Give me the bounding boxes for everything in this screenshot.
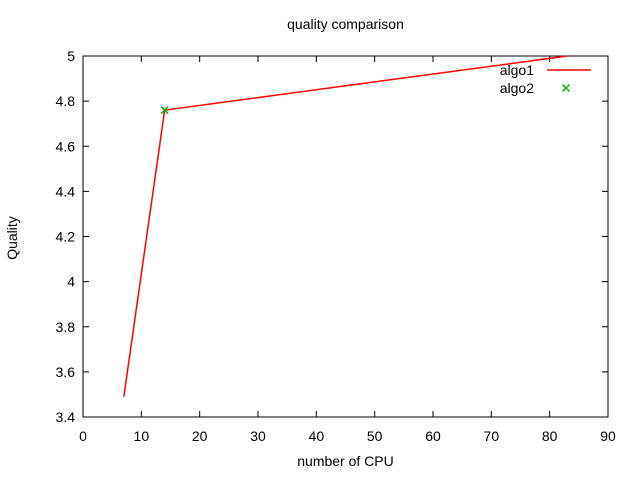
y-tick-label: 3.4 (56, 409, 76, 425)
legend-label-algo2: algo2 (500, 80, 534, 96)
y-tick-label: 4 (67, 274, 75, 290)
y-tick-label: 4.6 (56, 138, 76, 154)
y-tick-label: 3.6 (56, 364, 76, 380)
x-tick-label: 70 (484, 428, 500, 444)
x-tick-label: 90 (600, 428, 616, 444)
legend-sample-cross-icon (561, 83, 571, 93)
x-tick-label: 40 (309, 428, 325, 444)
x-tick-label: 20 (192, 428, 208, 444)
x-tick-label: 80 (542, 428, 558, 444)
y-tick-label: 3.8 (56, 319, 76, 335)
x-tick-label: 50 (367, 428, 383, 444)
chart-title: quality comparison (287, 16, 404, 32)
y-tick-label: 5 (67, 48, 75, 64)
y-tick-label: 4.4 (56, 183, 76, 199)
y-tick-label: 4.2 (56, 229, 76, 245)
x-tick-label: 30 (250, 428, 266, 444)
x-axis-label: number of CPU (297, 453, 394, 469)
series-point-algo2-cross-icon (160, 106, 169, 115)
y-tick-label: 4.8 (56, 93, 76, 109)
x-tick-label: 0 (79, 428, 87, 444)
series-line-algo1 (123, 55, 568, 397)
x-tick-label: 60 (425, 428, 441, 444)
plot-border (82, 55, 609, 418)
x-tick-label: 10 (134, 428, 150, 444)
legend-label-algo1: algo1 (500, 62, 534, 78)
